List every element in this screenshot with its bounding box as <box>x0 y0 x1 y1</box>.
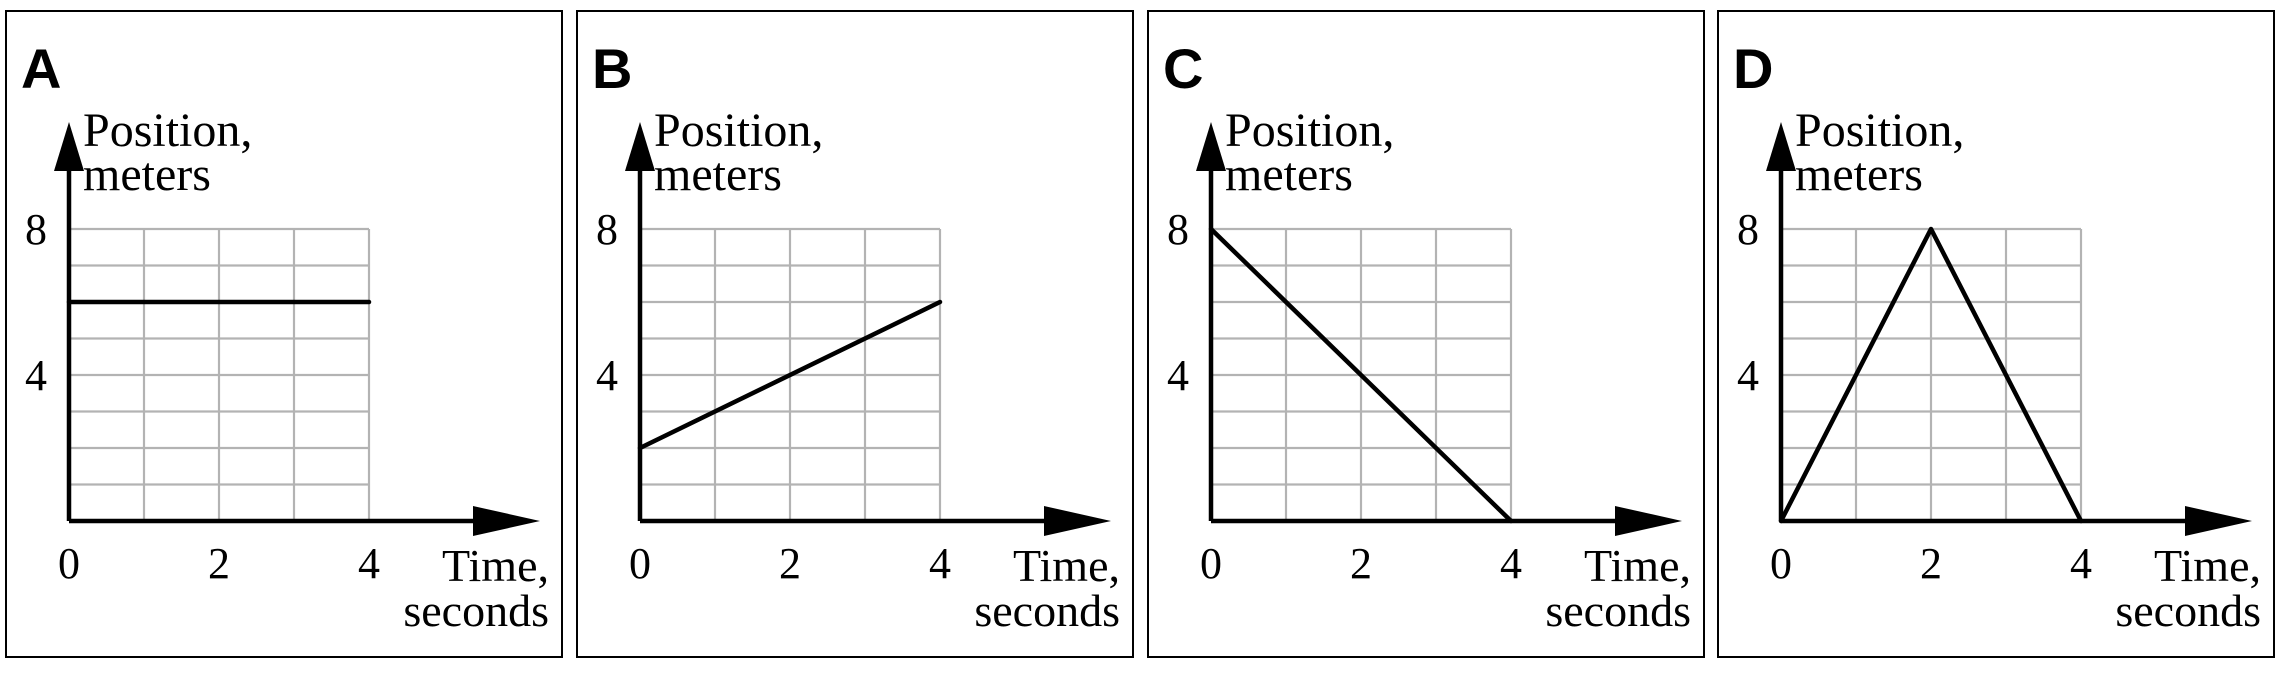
graph-svg: C Position, meters Time, seconds 0 2 4 4 8 <box>1163 37 1691 636</box>
y-axis-label: Position, meters <box>83 104 252 201</box>
panel-label: B <box>592 37 632 100</box>
x-tick-label: 0 <box>1200 539 1222 588</box>
y-axis-label-line: meters <box>654 148 782 201</box>
y-axis-label-line: Position, <box>1225 104 1394 157</box>
x-axis-label-line: Time, <box>1013 540 1120 591</box>
x-axis-arrow-icon <box>473 506 540 536</box>
position-line <box>1208 226 1514 524</box>
y-tick-label: 4 <box>1167 351 1189 400</box>
y-axis-arrow-icon <box>54 122 84 171</box>
x-axis-arrow-icon <box>1615 506 1682 536</box>
graph-svg: B Position, meters Time, seconds 0 2 4 4 8 <box>592 37 1120 636</box>
y-tick-label: 4 <box>25 351 47 400</box>
x-axis-label-line: Time, <box>442 540 549 591</box>
panel-label: A <box>21 37 61 100</box>
x-tick-label: 2 <box>1350 539 1372 588</box>
x-axis-label: Time, seconds <box>974 540 1120 636</box>
y-axis-label: Position, meters <box>654 104 823 201</box>
y-axis-label-line: Position, <box>83 104 252 157</box>
x-tick-label: 2 <box>779 539 801 588</box>
y-tick-label: 4 <box>1737 351 1759 400</box>
y-axis-label-line: meters <box>1795 148 1923 201</box>
x-tick-label: 0 <box>58 539 80 588</box>
panel-label: C <box>1163 37 1203 100</box>
x-axis-label: Time, seconds <box>1545 540 1691 636</box>
graph-panel-b: B Position, meters Time, seconds 0 2 4 4 8 <box>576 10 1134 658</box>
x-axis-arrow-icon <box>2185 506 2252 536</box>
x-axis-label: Time, seconds <box>2115 540 2261 636</box>
position-line <box>637 299 943 451</box>
y-tick-label: 8 <box>1737 205 1759 254</box>
graph-panel-c: C Position, meters Time, seconds 0 2 4 4 8 <box>1147 10 1705 658</box>
x-axis-label-line: seconds <box>1545 585 1691 636</box>
x-tick-label: 0 <box>629 539 651 588</box>
x-axis-label: Time, seconds <box>403 540 549 636</box>
x-axis-label-line: seconds <box>974 585 1120 636</box>
x-tick-label: 2 <box>208 539 230 588</box>
x-tick-label: 4 <box>929 539 951 588</box>
graph-svg: D Position, meters Time, seconds 0 2 4 4 8 <box>1733 37 2261 636</box>
graph-panel-d: D Position, meters Time, seconds 0 2 4 4 8 <box>1717 10 2275 658</box>
grid <box>69 227 371 521</box>
x-axis-label-line: Time, <box>2154 540 2261 591</box>
graph-panel-a: A Position, meters Time, seconds 0 2 4 4 8 <box>5 10 563 658</box>
y-tick-label: 8 <box>25 205 47 254</box>
x-axis-label-line: seconds <box>2115 585 2261 636</box>
x-tick-label: 4 <box>2070 539 2092 588</box>
y-axis-label: Position, meters <box>1225 104 1394 201</box>
x-axis-label-line: seconds <box>403 585 549 636</box>
panel-label: D <box>1733 37 1773 100</box>
x-tick-label: 2 <box>1920 539 1942 588</box>
x-tick-label: 4 <box>1500 539 1522 588</box>
y-axis-label-line: Position, <box>1795 104 1964 157</box>
y-tick-label: 8 <box>1167 205 1189 254</box>
x-tick-label: 0 <box>1770 539 1792 588</box>
y-axis-label-line: Position, <box>654 104 823 157</box>
y-axis-label-line: meters <box>83 148 211 201</box>
y-axis-arrow-icon <box>1766 122 1796 171</box>
x-axis-label-line: Time, <box>1584 540 1691 591</box>
y-axis-label-line: meters <box>1225 148 1353 201</box>
x-axis-arrow-icon <box>1044 506 1111 536</box>
graph-svg: A Position, meters Time, seconds 0 2 4 4 8 <box>21 37 549 636</box>
position-line <box>1778 226 2084 524</box>
y-tick-label: 4 <box>596 351 618 400</box>
y-axis-arrow-icon <box>625 122 655 171</box>
y-tick-label: 8 <box>596 205 618 254</box>
y-axis-arrow-icon <box>1196 122 1226 171</box>
grid <box>1781 227 2083 521</box>
x-tick-label: 4 <box>358 539 380 588</box>
y-axis-label: Position, meters <box>1795 104 1964 201</box>
